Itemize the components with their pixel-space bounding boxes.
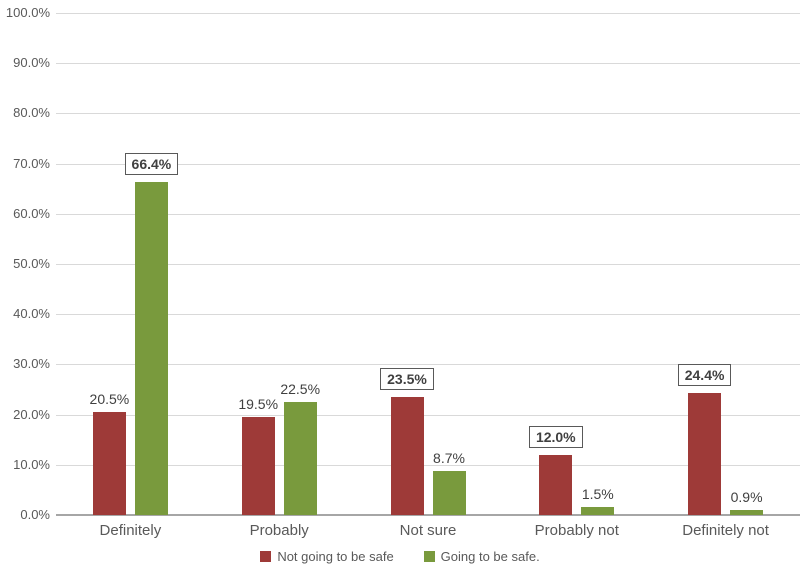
data-label: 0.9% — [730, 489, 763, 505]
legend-item: Going to be safe. — [423, 549, 540, 564]
legend-label: Not going to be safe — [277, 549, 394, 564]
category-label: Definitely — [99, 522, 162, 539]
category-label: Probably not — [534, 522, 619, 539]
gridline — [56, 213, 800, 215]
bar-series1 — [92, 412, 126, 515]
gridline — [56, 314, 800, 316]
data-label-box: 12.0% — [528, 426, 583, 448]
gridline — [56, 13, 800, 14]
legend-swatch — [423, 551, 435, 562]
data-label: 22.5% — [280, 381, 321, 397]
data-label: 24.4% — [660, 364, 750, 386]
legend-item: Not going to be safe — [260, 549, 394, 564]
data-label: 66.4% — [106, 153, 196, 175]
category-label: Probably — [249, 522, 309, 539]
y-axis-tick-label: 90.0% — [13, 55, 50, 71]
data-label-box: 23.5% — [380, 368, 434, 390]
data-label: 23.5% — [362, 368, 452, 390]
data-label-box: 24.4% — [677, 364, 732, 386]
data-label: 8.7% — [433, 450, 465, 466]
bar-series2 — [581, 507, 615, 515]
legend: Not going to be safe Going to be safe. — [0, 549, 800, 564]
gridline — [56, 63, 800, 65]
gridline — [56, 464, 800, 466]
data-label: 19.5% — [238, 396, 279, 412]
bar-series2 — [134, 182, 168, 515]
y-axis-tick-label: 60.0% — [13, 205, 50, 221]
x-axis-line — [56, 514, 800, 516]
y-axis-tick-label: 0.0% — [20, 507, 50, 522]
y-axis-tick-label: 70.0% — [13, 155, 50, 171]
data-label: 12.0% — [511, 426, 601, 448]
gridline — [56, 163, 800, 165]
gridline — [56, 414, 800, 416]
y-axis-tick-label: 100.0% — [5, 5, 50, 20]
legend-swatch — [260, 551, 272, 562]
legend-label: Going to be safe. — [440, 549, 540, 564]
y-axis-tick-label: 10.0% — [13, 456, 50, 472]
data-label: 20.5% — [89, 391, 130, 407]
y-axis-tick-label: 30.0% — [13, 356, 50, 372]
bar-series1 — [688, 393, 722, 515]
y-axis-tick-label: 80.0% — [13, 105, 50, 121]
bar-series1 — [539, 455, 573, 515]
y-axis-tick-label: 50.0% — [13, 256, 50, 271]
category-label: Definitely not — [682, 522, 769, 539]
gridline — [56, 364, 800, 366]
y-axis-tick-label: 40.0% — [13, 306, 50, 322]
gridline — [56, 113, 800, 115]
y-axis-tick-label: 20.0% — [13, 406, 50, 422]
data-label-box: 66.4% — [124, 153, 179, 175]
bar-series1 — [241, 417, 275, 515]
data-label: 1.5% — [581, 486, 614, 502]
category-label: Not sure — [399, 522, 457, 539]
bar-series2 — [432, 471, 466, 515]
gridline — [56, 264, 800, 265]
bar-series1 — [390, 397, 424, 515]
bar-series2 — [283, 402, 317, 515]
bar-series2 — [730, 510, 764, 515]
